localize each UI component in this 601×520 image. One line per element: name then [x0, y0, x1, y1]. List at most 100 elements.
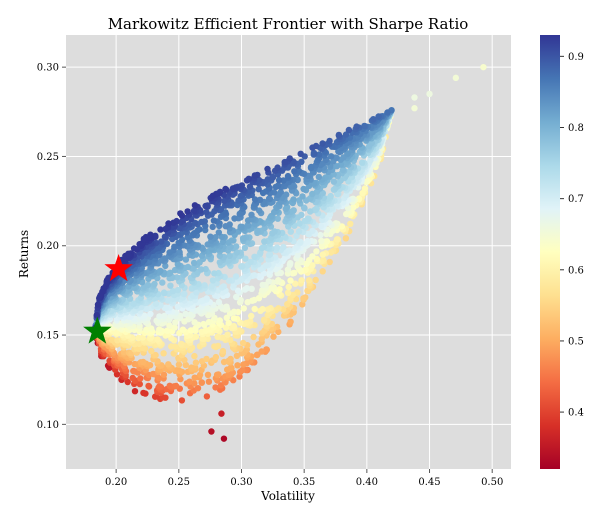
portfolio-point — [175, 361, 183, 368]
portfolio-point — [173, 274, 181, 281]
portfolio-point — [354, 174, 361, 181]
portfolio-point — [426, 90, 433, 98]
portfolio-point — [310, 149, 318, 157]
portfolio-point — [157, 226, 164, 233]
portfolio-point — [209, 223, 216, 231]
portfolio-point — [259, 281, 266, 289]
portfolio-point — [361, 122, 368, 130]
portfolio-point — [164, 297, 171, 304]
portfolio-point — [275, 176, 283, 184]
portfolio-point — [283, 191, 290, 198]
y-tick-label: 0.30 — [37, 63, 59, 74]
portfolio-point — [216, 317, 223, 324]
portfolio-point — [280, 243, 287, 251]
portfolio-point — [231, 215, 238, 222]
portfolio-point — [300, 295, 307, 302]
portfolio-point — [241, 244, 249, 252]
x-tick-label: 0.30 — [230, 477, 252, 488]
portfolio-point — [250, 333, 257, 341]
portfolio-point — [244, 221, 252, 229]
portfolio-point — [223, 314, 230, 321]
colorbar-ticks: 0.4 0.5 0.6 0.7 0.8 0.9 — [560, 52, 584, 419]
portfolio-point — [203, 355, 210, 363]
portfolio-point — [178, 236, 186, 243]
portfolio-point — [99, 288, 106, 295]
portfolio-point — [191, 374, 198, 381]
portfolio-point — [196, 371, 204, 379]
portfolio-point — [287, 260, 294, 267]
portfolio-point — [327, 249, 335, 256]
portfolio-point — [248, 285, 255, 292]
portfolio-point — [264, 306, 272, 313]
portfolio-point — [174, 286, 182, 294]
portfolio-point — [247, 258, 254, 266]
portfolio-point — [226, 252, 233, 259]
portfolio-point — [292, 280, 299, 287]
portfolio-point — [289, 291, 297, 299]
portfolio-point — [251, 253, 258, 260]
portfolio-point — [193, 289, 200, 296]
colorbar-tick-label: 0.6 — [568, 265, 584, 276]
portfolio-point — [305, 277, 313, 284]
portfolio-point — [233, 249, 241, 256]
portfolio-point — [208, 282, 215, 290]
portfolio-point — [333, 163, 340, 170]
portfolio-point — [326, 137, 333, 145]
portfolio-point — [304, 230, 312, 238]
portfolio-point — [191, 202, 199, 209]
portfolio-point — [137, 375, 144, 382]
portfolio-point — [191, 352, 198, 360]
portfolio-point — [215, 229, 222, 236]
portfolio-point — [251, 172, 259, 179]
portfolio-point — [304, 215, 312, 222]
portfolio-point — [190, 259, 198, 267]
portfolio-point — [211, 270, 218, 277]
portfolio-point — [227, 364, 235, 371]
colorbar-tick-label: 0.7 — [568, 194, 584, 205]
portfolio-point — [158, 238, 165, 245]
portfolio-point — [255, 186, 262, 193]
portfolio-point — [142, 390, 149, 397]
portfolio-point — [284, 289, 292, 296]
portfolio-point — [287, 318, 294, 325]
portfolio-point — [198, 266, 205, 273]
portfolio-point — [319, 268, 326, 275]
portfolio-point — [238, 263, 245, 270]
portfolio-point — [375, 113, 382, 120]
portfolio-point — [313, 248, 320, 255]
portfolio-point — [219, 347, 227, 355]
portfolio-point — [103, 278, 110, 285]
portfolio-point — [191, 319, 198, 326]
portfolio-point — [145, 234, 152, 241]
portfolio-point — [304, 237, 311, 245]
portfolio-point — [480, 63, 487, 71]
portfolio-point — [160, 371, 168, 378]
portfolio-point — [159, 279, 166, 286]
portfolio-point — [202, 326, 210, 334]
portfolio-point — [152, 300, 160, 307]
x-tick-label: 0.45 — [418, 477, 440, 488]
portfolio-point — [339, 166, 347, 174]
portfolio-point — [143, 326, 150, 333]
portfolio-point — [222, 223, 229, 230]
portfolio-point — [198, 379, 205, 386]
x-tick-label: 0.50 — [481, 477, 503, 488]
portfolio-point — [203, 295, 210, 302]
portfolio-point — [291, 168, 298, 175]
x-tick-label: 0.20 — [105, 477, 127, 488]
portfolio-point — [258, 335, 265, 343]
portfolio-point — [209, 192, 217, 199]
portfolio-point — [222, 185, 229, 193]
portfolio-point — [160, 350, 167, 357]
optimal-markers — [83, 254, 133, 344]
portfolio-point — [275, 277, 282, 284]
portfolio-point — [216, 252, 223, 260]
portfolio-point — [136, 380, 143, 388]
portfolio-point — [152, 351, 159, 359]
colorbar-tick-label: 0.9 — [568, 52, 584, 63]
portfolio-point — [272, 183, 279, 191]
portfolio-point — [286, 155, 293, 162]
portfolio-point — [275, 328, 282, 336]
portfolio-point — [192, 359, 200, 366]
portfolio-point — [264, 165, 271, 173]
